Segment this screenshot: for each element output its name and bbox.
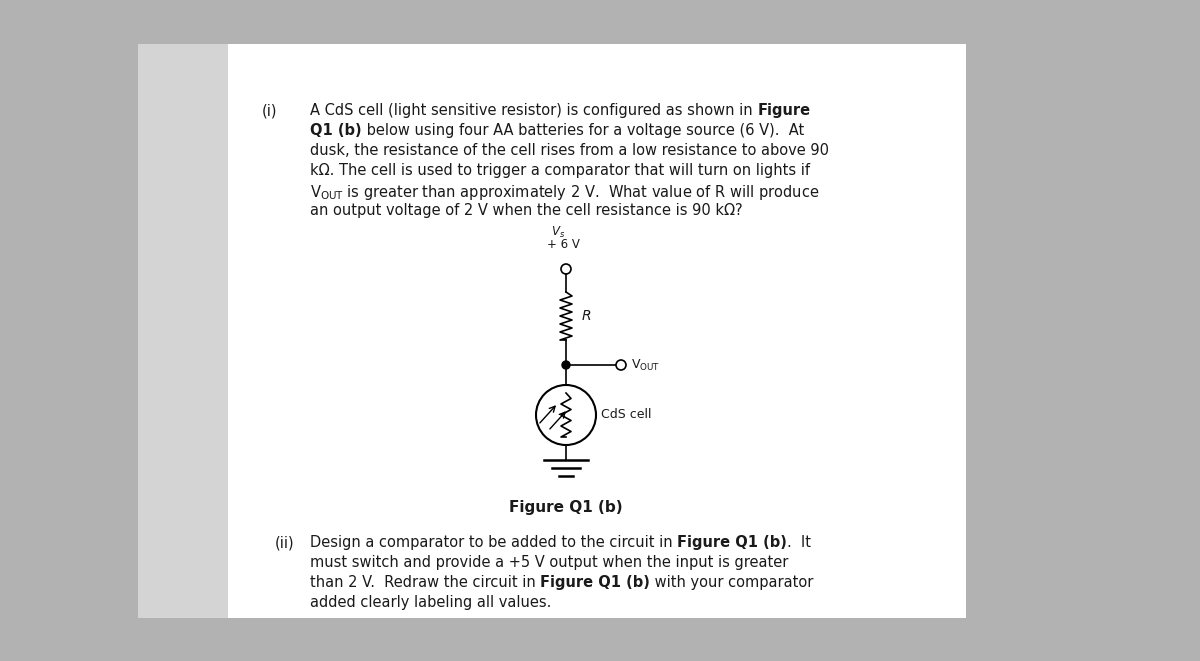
- Text: than 2 V.  Redraw the circuit in: than 2 V. Redraw the circuit in: [310, 575, 540, 590]
- Text: V$_{\mathrm{OUT}}$ is greater than approximately 2 V.  What value of R will prod: V$_{\mathrm{OUT}}$ is greater than appro…: [310, 183, 820, 202]
- Text: kΩ. The cell is used to trigger a comparator that will turn on lights if: kΩ. The cell is used to trigger a compar…: [310, 163, 810, 178]
- Text: must switch and provide a +5 V output when the input is greater: must switch and provide a +5 V output wh…: [310, 555, 788, 570]
- Text: .  It: . It: [787, 535, 811, 550]
- Text: (ii): (ii): [275, 535, 295, 550]
- Text: Figure Q1 (b): Figure Q1 (b): [540, 575, 650, 590]
- Text: CdS cell: CdS cell: [601, 408, 652, 422]
- Text: added clearly labeling all values.: added clearly labeling all values.: [310, 595, 551, 610]
- Text: Design a comparator to be added to the circuit in: Design a comparator to be added to the c…: [310, 535, 677, 550]
- Text: + 6 V: + 6 V: [546, 238, 580, 251]
- Text: Figure Q1 (b): Figure Q1 (b): [509, 500, 623, 515]
- Text: an output voltage of 2 V when the cell resistance is 90 kΩ?: an output voltage of 2 V when the cell r…: [310, 203, 743, 218]
- Text: Q1 (b): Q1 (b): [310, 123, 361, 138]
- Text: with your comparator: with your comparator: [650, 575, 814, 590]
- Text: $V_s$: $V_s$: [551, 225, 565, 240]
- Circle shape: [562, 361, 570, 369]
- Circle shape: [562, 264, 571, 274]
- Bar: [138, 44, 966, 618]
- Text: A CdS cell (light sensitive resistor) is configured as shown in: A CdS cell (light sensitive resistor) is…: [310, 103, 757, 118]
- Text: dusk, the resistance of the cell rises from a low resistance to above 90: dusk, the resistance of the cell rises f…: [310, 143, 829, 158]
- Circle shape: [616, 360, 626, 370]
- Text: R: R: [582, 309, 592, 323]
- Text: V$_{\mathrm{OUT}}$: V$_{\mathrm{OUT}}$: [631, 358, 660, 373]
- Text: Figure Q1 (b): Figure Q1 (b): [677, 535, 787, 550]
- Text: Figure: Figure: [757, 103, 810, 118]
- Text: (i): (i): [262, 103, 277, 118]
- Text: below using four AA batteries for a voltage source (6 V).  At: below using four AA batteries for a volt…: [361, 123, 804, 138]
- Circle shape: [536, 385, 596, 445]
- Bar: [138, 44, 228, 618]
